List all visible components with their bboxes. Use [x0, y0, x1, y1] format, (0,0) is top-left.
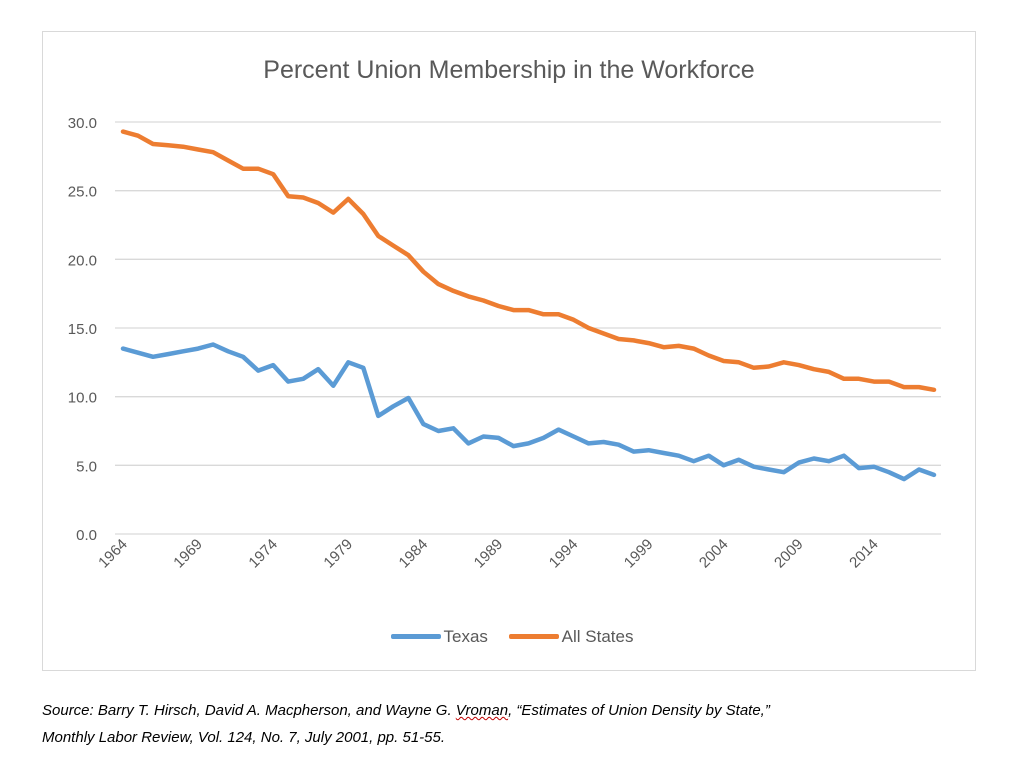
source-text: Source: Barry T. Hirsch, David A. Macphe… — [42, 702, 456, 719]
x-tick-label: 1994 — [546, 536, 582, 572]
x-tick-label: 1999 — [621, 536, 657, 572]
x-tick-label: 2009 — [771, 536, 807, 572]
x-tick-label: 1974 — [245, 536, 281, 572]
y-tick-label: 15.0 — [68, 321, 97, 338]
legend: Texas All States — [0, 624, 1024, 647]
source-citation: Source: Barry T. Hirsch, David A. Macphe… — [42, 697, 770, 751]
source-text-misspelled: Vroman — [455, 702, 509, 719]
y-tick-label: 20.0 — [68, 252, 97, 269]
x-tick-label: 1989 — [471, 536, 507, 572]
series-line-texas — [120, 342, 937, 482]
legend-item-texas: Texas — [390, 626, 488, 647]
x-tick-label: 2014 — [846, 536, 882, 572]
source-text: , “Estimates of Union Density by State,” — [508, 702, 770, 719]
legend-item-all-states: All States — [508, 626, 634, 647]
chart-title: Percent Union Membership in the Workforc… — [263, 56, 755, 84]
legend-label: Texas — [443, 626, 488, 646]
x-tick-label: 1979 — [320, 536, 356, 572]
x-tick-label: 1984 — [396, 536, 432, 572]
legend-swatch — [390, 634, 441, 639]
legend-swatch — [508, 634, 559, 639]
x-tick-label: 1969 — [170, 536, 206, 572]
chart-frame — [42, 31, 976, 671]
y-tick-label: 5.0 — [76, 458, 97, 475]
y-tick-label: 10.0 — [68, 390, 97, 407]
y-tick-label: 30.0 — [68, 115, 97, 132]
y-tick-label: 25.0 — [68, 184, 97, 201]
source-line-2: Monthly Labor Review, Vol. 124, No. 7, J… — [42, 729, 446, 746]
x-tick-label: 2004 — [696, 536, 732, 572]
legend-label: All States — [561, 626, 634, 646]
x-tick-label: 1964 — [95, 536, 131, 572]
series-line-all-states — [120, 129, 937, 393]
y-tick-label: 0.0 — [76, 527, 97, 544]
